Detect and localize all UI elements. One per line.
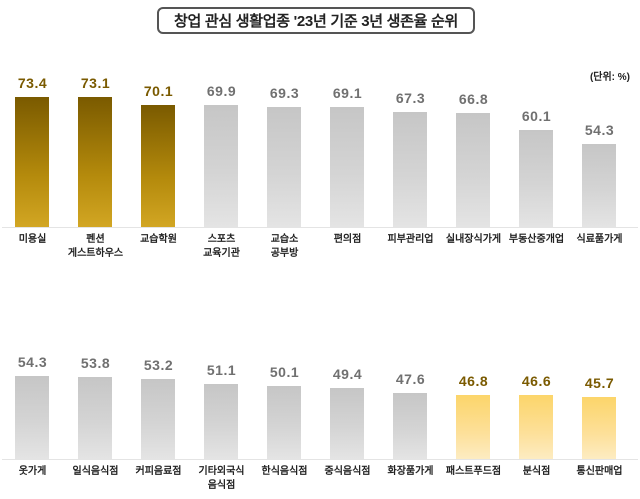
bar — [519, 130, 553, 227]
category-label: 미용실 — [18, 234, 47, 245]
bar-value-label: 69.9 — [206, 83, 237, 99]
bar — [519, 395, 553, 459]
bar-value-label: 70.1 — [143, 83, 174, 99]
category-label: 통신판매업 — [576, 466, 623, 477]
category-label: 부동산중개업 — [508, 234, 565, 245]
bar-value-label: 66.8 — [458, 91, 489, 107]
bar — [15, 97, 49, 227]
category-label: 한식음식점 — [261, 466, 308, 477]
category-label: 중식음식점 — [324, 466, 371, 477]
category-label: 실내장식가게 — [445, 234, 502, 245]
bar — [582, 397, 616, 459]
bar-value-label: 51.1 — [206, 362, 237, 378]
category-label: 교습소 공부방 — [270, 234, 299, 259]
bar-value-label: 45.7 — [584, 375, 615, 391]
unit-label: (단위: %) — [589, 72, 630, 83]
category-label: 식료품가게 — [576, 234, 623, 245]
bar-value-label: 54.3 — [584, 122, 615, 138]
bar-value-label: 53.8 — [80, 355, 111, 371]
bar-value-label: 47.6 — [395, 371, 426, 387]
bar — [393, 393, 427, 459]
baseline — [2, 459, 638, 460]
bar — [456, 113, 490, 227]
bar — [141, 105, 175, 227]
category-label: 화장품가게 — [387, 466, 434, 477]
bar — [204, 384, 238, 459]
category-label: 커피음료점 — [135, 466, 182, 477]
category-label: 기타외국식 음식점 — [198, 466, 245, 491]
bar — [582, 144, 616, 227]
baseline — [2, 227, 638, 228]
bar-value-label: 60.1 — [521, 108, 552, 124]
category-label: 펜션 게스트하우스 — [67, 234, 124, 259]
bar — [78, 97, 112, 227]
category-label: 분식점 — [522, 466, 551, 477]
chart-title: 창업 관심 생활업종 '23년 기준 3년 생존율 순위 — [157, 7, 475, 34]
bar — [456, 395, 490, 459]
bar-value-label: 73.4 — [17, 75, 48, 91]
bar — [267, 107, 301, 227]
bar — [393, 112, 427, 227]
category-label: 패스트푸드점 — [445, 466, 502, 477]
bar-value-label: 69.3 — [269, 85, 300, 101]
bar-value-label: 69.1 — [332, 85, 363, 101]
bar — [204, 105, 238, 227]
bar-value-label: 54.3 — [17, 354, 48, 370]
chart-panel-top: 73.4 미용실 73.1 펜션 게스트하우스 70.1 교습학원 69.9 스포츠 교육기관… — [2, 75, 638, 259]
bar — [141, 379, 175, 459]
category-label: 교습학원 — [140, 234, 177, 245]
bar-value-label: 50.1 — [269, 364, 300, 380]
bar-value-label: 46.6 — [521, 373, 552, 389]
category-label: 일식음식점 — [72, 466, 119, 477]
bar-value-label: 53.2 — [143, 357, 174, 373]
category-label: 편의점 — [333, 234, 362, 245]
bar-value-label: 67.3 — [395, 90, 426, 106]
bar-value-label: 46.8 — [458, 373, 489, 389]
bar — [15, 376, 49, 459]
bar-value-label: 73.1 — [80, 75, 111, 91]
bar — [330, 107, 364, 227]
bar — [78, 377, 112, 459]
category-label: 스포츠 교육기관 — [203, 234, 240, 259]
category-label: 옷가게 — [18, 466, 47, 477]
bar — [267, 386, 301, 459]
bar-value-label: 49.4 — [332, 366, 363, 382]
bar — [330, 388, 364, 459]
category-label: 피부관리업 — [387, 234, 434, 245]
